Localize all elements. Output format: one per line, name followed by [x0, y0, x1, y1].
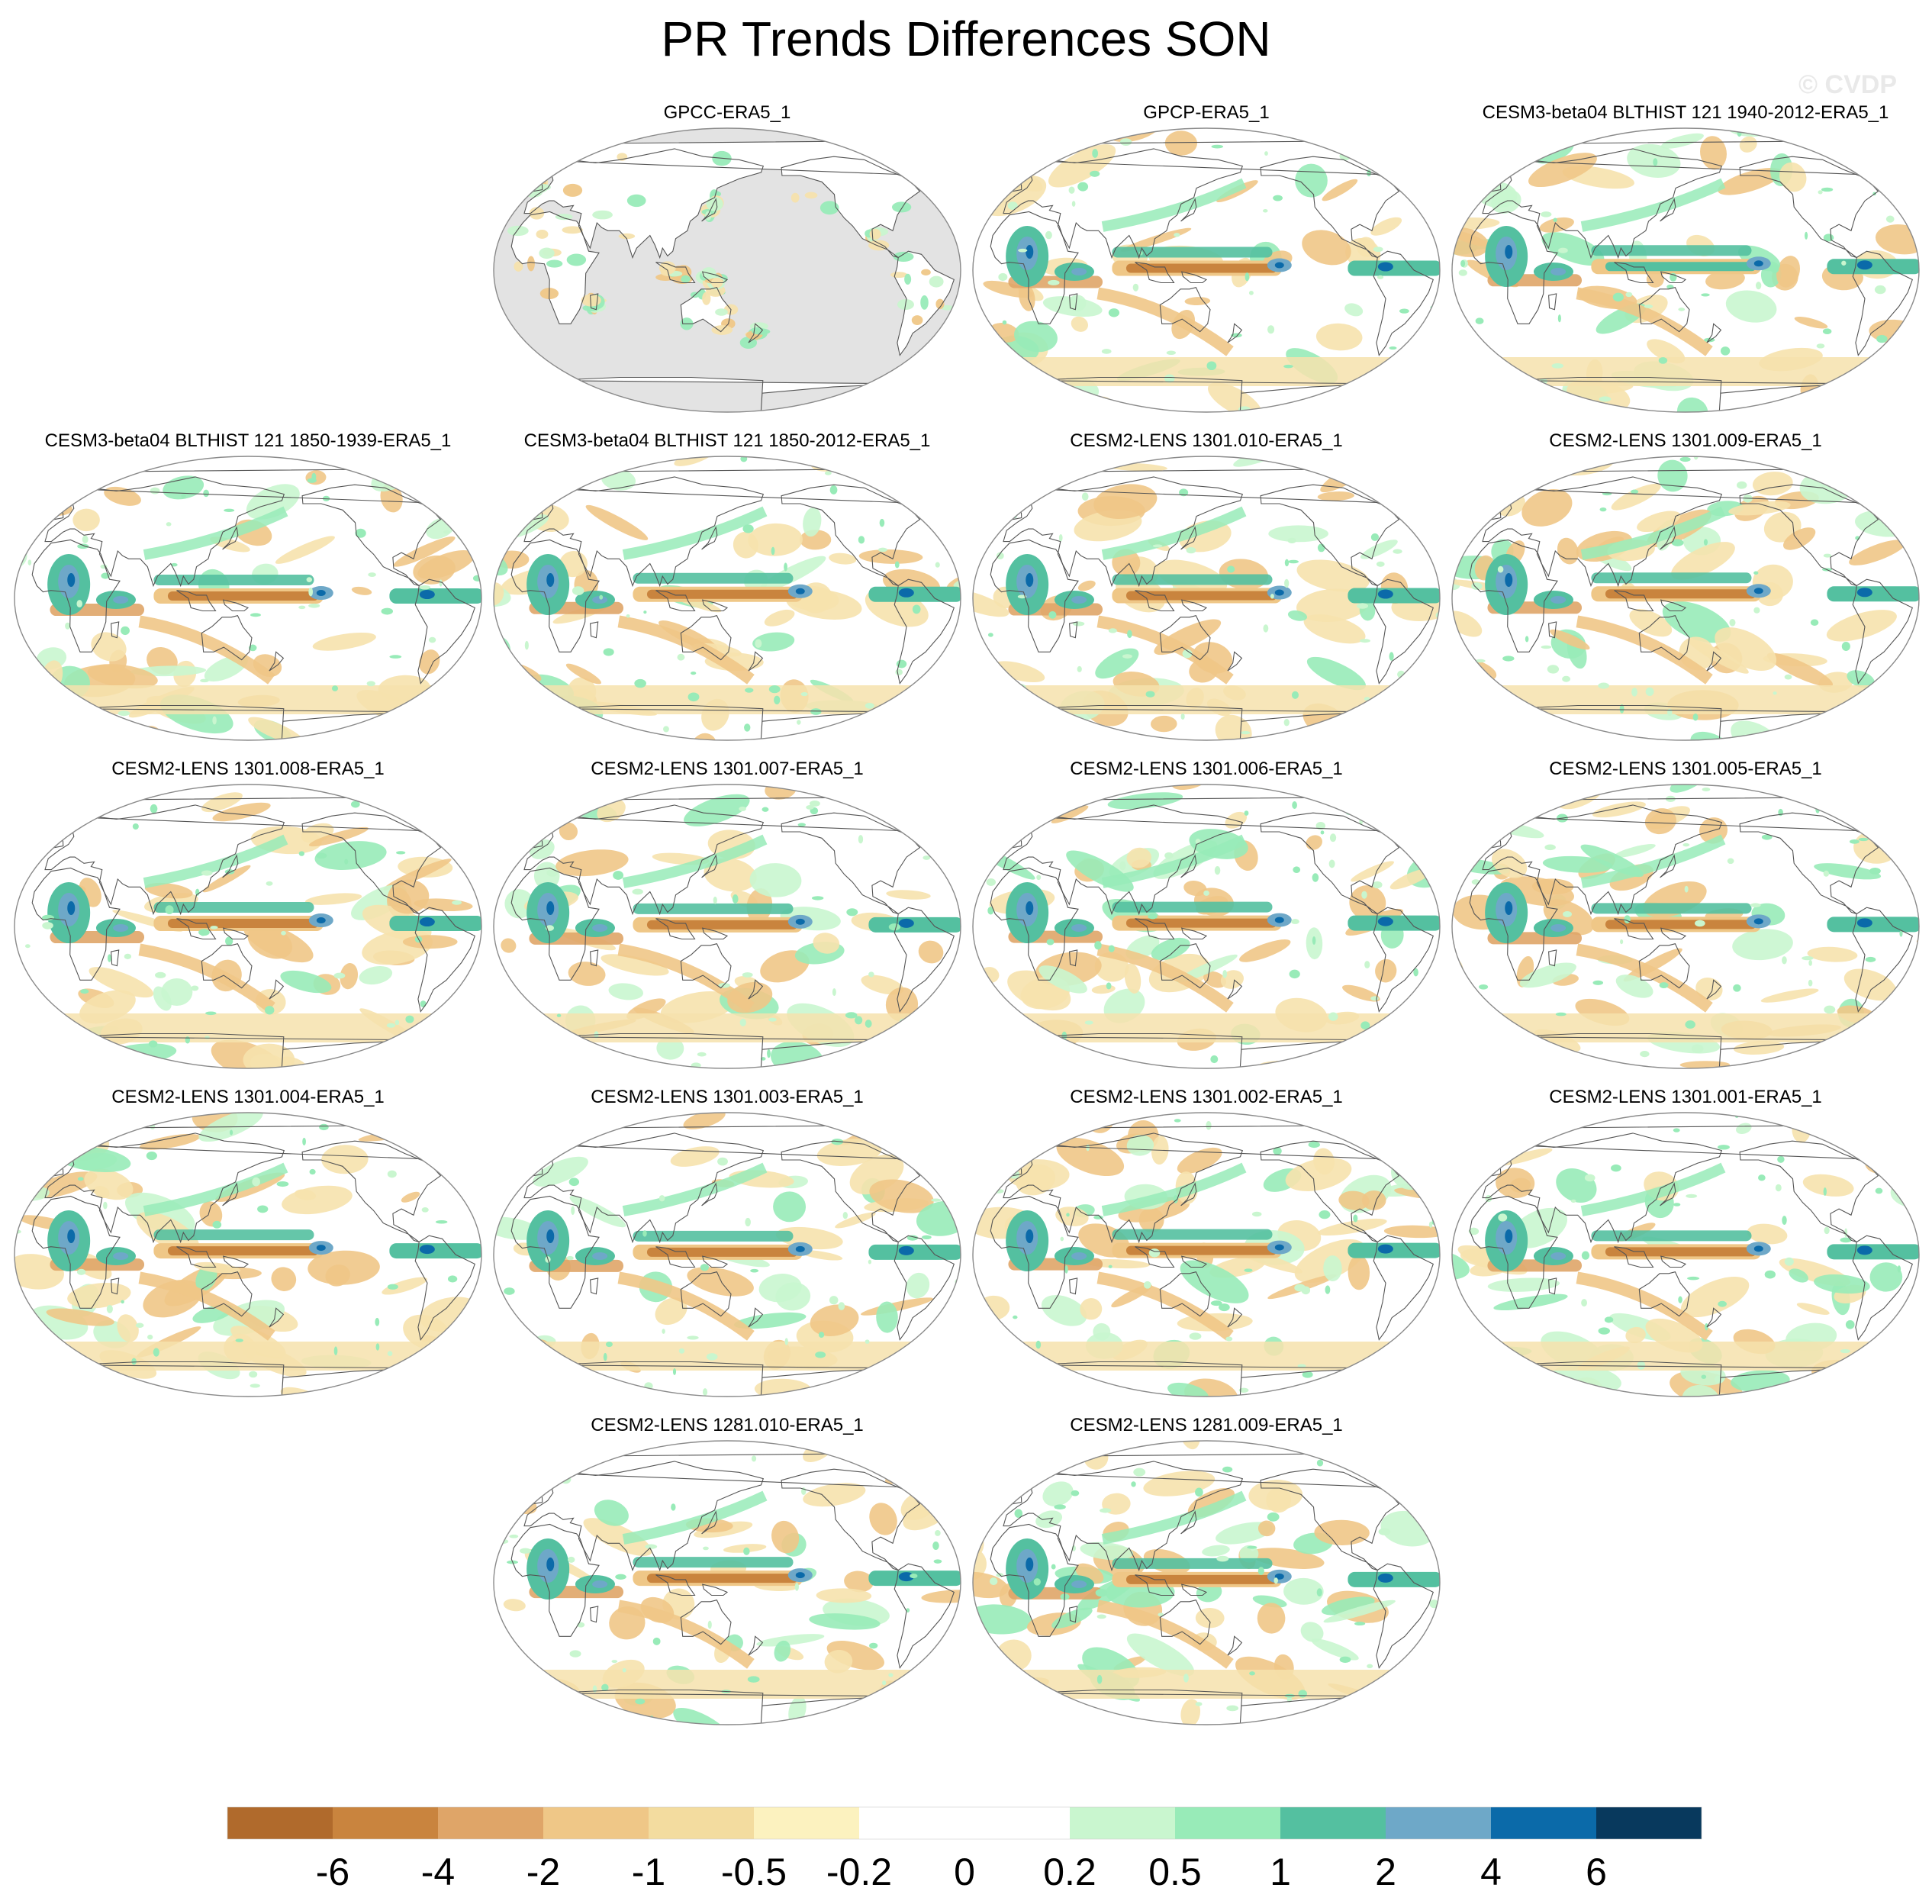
colorbar-swatch: [1386, 1807, 1491, 1839]
colorbar-swatch: [227, 1807, 333, 1839]
map-plot: [972, 784, 1441, 1069]
map-field: [1452, 1113, 1919, 1397]
map-field: [973, 1441, 1440, 1725]
panel-title: CESM2-LENS 1281.010-ERA5_1: [591, 1415, 864, 1435]
panel-title: CESM3-beta04 BLTHIST 121 1850-2012-ERA5_…: [523, 430, 931, 451]
panel-title: CESM2-LENS 1281.009-ERA5_1: [1070, 1415, 1343, 1435]
figure-title: PR Trends Differences SON: [661, 11, 1271, 66]
map-panel: CESM3-beta04 BLTHIST 121 1850-1939-ERA5_…: [12, 430, 484, 754]
map-plot: [1451, 456, 1920, 741]
map-field: [494, 1441, 961, 1725]
colorbar-swatch: [754, 1807, 859, 1839]
map-plot: [493, 784, 961, 1069]
map-field: [973, 128, 1440, 412]
map-panel: CESM2-LENS 1301.006-ERA5_1: [971, 759, 1442, 1082]
map-plot: [493, 1112, 961, 1397]
colorbar-swatch: [543, 1807, 649, 1839]
colorbar-swatch: [1280, 1807, 1386, 1839]
colorbar-swatch: [438, 1807, 543, 1839]
map-field: [14, 1113, 481, 1397]
map-plot: [972, 127, 1441, 413]
map-panel: CESM3-beta04 BLTHIST 121 1850-2012-ERA5_…: [491, 430, 963, 754]
panel-title: CESM2-LENS 1301.008-ERA5_1: [111, 759, 385, 779]
map-panel: CESM2-LENS 1301.005-ERA5_1: [1450, 759, 1921, 1082]
panel-title: CESM3-beta04 BLTHIST 121 1940-2012-ERA5_…: [1482, 102, 1889, 123]
panel-title: CESM2-LENS 1301.001-ERA5_1: [1549, 1087, 1822, 1107]
map-plot: [972, 1112, 1441, 1397]
panel-title: CESM2-LENS 1301.005-ERA5_1: [1549, 759, 1822, 779]
colorbar-tick-label: 0.2: [1043, 1851, 1096, 1893]
map-panel: CESM2-LENS 1301.010-ERA5_1: [971, 430, 1442, 754]
map-panel: CESM2-LENS 1301.004-ERA5_1: [12, 1087, 484, 1410]
colorbar-swatch: [1070, 1807, 1175, 1839]
map-panel: CESM3-beta04 BLTHIST 121 1940-2012-ERA5_…: [1450, 102, 1921, 426]
map-panel: CESM2-LENS 1281.009-ERA5_1: [971, 1415, 1442, 1738]
map-panel: CESM2-LENS 1281.010-ERA5_1: [491, 1415, 963, 1738]
colorbar-tick-label: -4: [421, 1851, 455, 1893]
colorbar-tick-label: -0.5: [721, 1851, 787, 1893]
map-field: [494, 1113, 961, 1397]
watermark: © CVDP: [1798, 70, 1897, 99]
colorbar-swatch: [1596, 1807, 1702, 1839]
map-field: [494, 784, 961, 1068]
map-field: [973, 456, 1440, 740]
map-field: [14, 784, 481, 1068]
map-panel: CESM2-LENS 1301.003-ERA5_1: [491, 1087, 963, 1410]
map-panel: GPCP-ERA5_1: [971, 102, 1442, 426]
colorbar-swatch: [859, 1807, 964, 1839]
map-field: [1452, 784, 1919, 1068]
map-panel: CESM2-LENS 1301.002-ERA5_1: [971, 1087, 1442, 1410]
colorbar-swatch: [649, 1807, 754, 1839]
colorbar-swatch: [1175, 1807, 1280, 1839]
panel-title: CESM2-LENS 1301.006-ERA5_1: [1070, 759, 1343, 779]
panel-title: CESM2-LENS 1301.009-ERA5_1: [1549, 430, 1822, 451]
map-panel: GPCC-ERA5_1: [491, 102, 963, 426]
map-field: [494, 128, 961, 412]
panel-title: CESM2-LENS 1301.004-ERA5_1: [111, 1087, 385, 1107]
panel-title: GPCC-ERA5_1: [663, 102, 791, 123]
colorbar-tick-label: 4: [1480, 1851, 1502, 1893]
panel-title: CESM2-LENS 1301.003-ERA5_1: [591, 1087, 864, 1107]
map-field: [14, 456, 481, 740]
panel-title: CESM2-LENS 1301.007-ERA5_1: [591, 759, 864, 779]
colorbar-tick-label: 2: [1375, 1851, 1396, 1893]
panel-title: CESM2-LENS 1301.002-ERA5_1: [1070, 1087, 1343, 1107]
map-field: [973, 1113, 1440, 1397]
colorbar-tick-label: -0.2: [826, 1851, 892, 1893]
colorbar-swatch: [1491, 1807, 1596, 1839]
map-plot: [1451, 784, 1920, 1069]
map-plot: [1451, 1112, 1920, 1397]
panel-title: CESM3-beta04 BLTHIST 121 1850-1939-ERA5_…: [44, 430, 452, 451]
panel-title: GPCP-ERA5_1: [1143, 102, 1270, 123]
map-plot: [493, 1440, 961, 1725]
colorbar-tick-label: -2: [526, 1851, 560, 1893]
colorbar-tick-label: -6: [316, 1851, 349, 1893]
map-field: [973, 784, 1440, 1068]
map-panel: CESM2-LENS 1301.008-ERA5_1: [12, 759, 484, 1082]
map-field: [1452, 456, 1919, 740]
map-field: [494, 456, 961, 740]
map-panel: CESM2-LENS 1301.001-ERA5_1: [1450, 1087, 1921, 1410]
colorbar-tick-label: 6: [1586, 1851, 1607, 1893]
colorbar-tick-label: 1: [1270, 1851, 1291, 1893]
map-plot: [493, 127, 961, 413]
map-plot: [1451, 127, 1920, 413]
colorbar-swatch: [964, 1807, 1070, 1839]
map-plot: [14, 784, 482, 1069]
map-plot: [14, 1112, 482, 1397]
panel-title: CESM2-LENS 1301.010-ERA5_1: [1070, 430, 1343, 451]
colorbar-tick-label: 0: [954, 1851, 975, 1893]
colorbar-tick-label: 0.5: [1148, 1851, 1202, 1893]
colorbar-tick-label: -1: [632, 1851, 665, 1893]
map-field: [1452, 128, 1919, 412]
colorbar-swatch: [333, 1807, 438, 1839]
map-plot: [493, 456, 961, 741]
map-plot: [972, 456, 1441, 741]
map-panel: CESM2-LENS 1301.007-ERA5_1: [491, 759, 963, 1082]
colorbar-frame: [227, 1806, 1702, 1840]
map-plot: [972, 1440, 1441, 1725]
map-plot: [14, 456, 482, 741]
map-panel: CESM2-LENS 1301.009-ERA5_1: [1450, 430, 1921, 754]
